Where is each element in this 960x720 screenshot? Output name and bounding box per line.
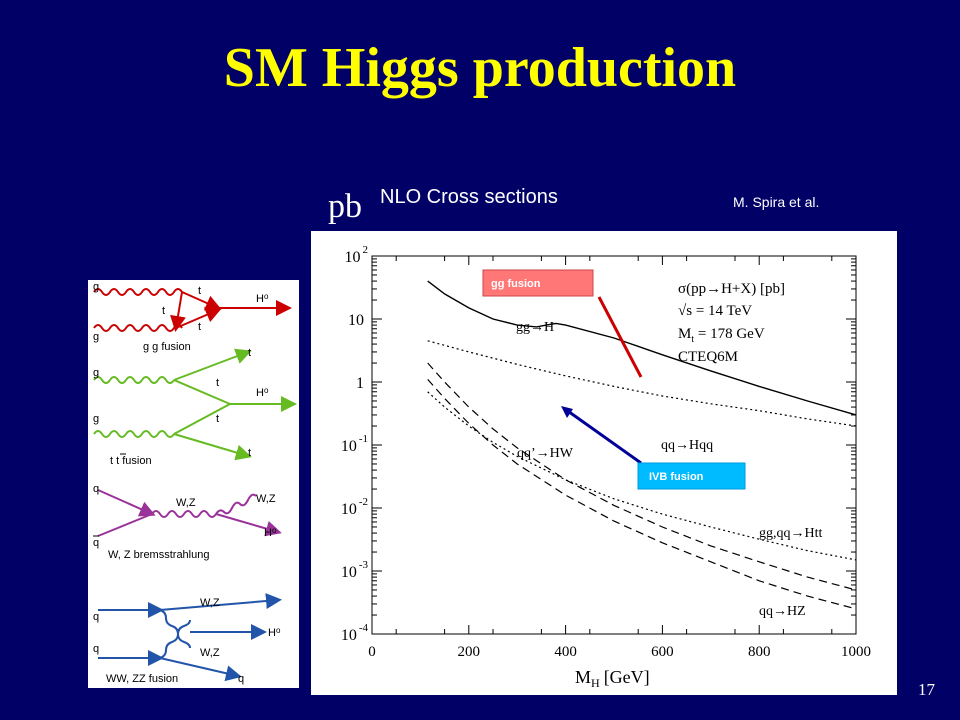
x-tick-label: 0 bbox=[368, 644, 376, 660]
ivb-fusion-arrowhead bbox=[561, 406, 573, 418]
svg-text:σ(pp→H+X) [pb]: σ(pp→H+X) [pb] bbox=[678, 281, 785, 297]
slide-title: SM Higgs production bbox=[223, 37, 737, 99]
diagram-brems-labels: q W,Z W,Z q Ho W, Z bremsstrahlung bbox=[93, 483, 277, 561]
svg-text:t: t bbox=[216, 413, 219, 425]
svg-text:g: g bbox=[93, 413, 99, 425]
svg-text:t: t bbox=[248, 347, 251, 359]
gg-fusion-caption: g g fusion bbox=[143, 341, 191, 353]
vbf-caption: WW, ZZ fusion bbox=[106, 673, 178, 685]
y-tick-labels: 10-4 10-3 10-2 10 -1 1 10 10 2 bbox=[341, 244, 369, 644]
svg-text:q: q bbox=[93, 483, 99, 495]
x-tick-label: 200 bbox=[458, 644, 481, 660]
svg-text:W,Z: W,Z bbox=[200, 647, 220, 659]
axis-ticks bbox=[371, 255, 857, 635]
y-tick-label: 10 2 bbox=[345, 244, 369, 266]
y-tick-label: 10 bbox=[348, 312, 364, 329]
diagram-gg-fusion bbox=[93, 288, 292, 332]
x-tick-label: 1000 bbox=[841, 644, 871, 660]
x-tick-labels: 0 200 400 600 800 1000 bbox=[368, 644, 871, 660]
series-line-2 bbox=[427, 362, 857, 591]
cross-section-plot-panel: 0 200 400 600 800 1000 10 -4 10 -3 10 -2 10 -1 1 10 10 2… bbox=[311, 231, 897, 695]
y-tick-label: 10 -3 bbox=[341, 559, 369, 581]
svg-text:g: g bbox=[93, 331, 99, 343]
ivb-fusion-callout-label: IVB fusion bbox=[649, 471, 704, 483]
svg-text:Ho: Ho bbox=[264, 526, 277, 539]
diagram-vbf bbox=[98, 593, 282, 682]
label-qq-hz: qq→HZ bbox=[759, 604, 806, 619]
diagram-ttbar-fusion bbox=[93, 348, 297, 461]
diagram-ttbar-labels: t g t Ho g t t t t fusion bbox=[93, 347, 269, 467]
gg-fusion-callout-label: gg fusion bbox=[491, 278, 541, 290]
ivb-fusion-callout bbox=[637, 462, 746, 490]
x-tick-label: 600 bbox=[651, 644, 674, 660]
svg-text:W,Z: W,Z bbox=[256, 493, 276, 505]
series-line-4 bbox=[427, 391, 857, 561]
svg-text:Mt = 178 GeV: Mt = 178 GeV bbox=[678, 326, 765, 345]
ttbar-fusion-caption: t t fusion bbox=[110, 455, 152, 467]
unit-label: pb bbox=[328, 188, 362, 225]
series-line-1 bbox=[427, 340, 857, 427]
info-box: σ(pp→H+X) [pb] √s = 14 TeV Mt = 178 GeV … bbox=[678, 281, 785, 365]
label-qq-hqq: qq→Hqq bbox=[661, 438, 713, 453]
series-line-3 bbox=[427, 379, 857, 610]
svg-text:t: t bbox=[248, 447, 251, 459]
plot-heading: NLO Cross sections bbox=[380, 186, 558, 208]
svg-text:t: t bbox=[198, 285, 201, 297]
y-tick-label: 10 -4 bbox=[341, 622, 369, 644]
svg-text:√s = 14 TeV: √s = 14 TeV bbox=[678, 303, 752, 319]
label-htt: gg,qq→Htt bbox=[759, 526, 823, 541]
y-tick-label: 10 -2 bbox=[341, 496, 368, 518]
gluon-line-top bbox=[93, 288, 183, 296]
page-number: 17 bbox=[918, 680, 935, 699]
svg-text:Ho: Ho bbox=[268, 626, 281, 639]
ivb-fusion-arrow bbox=[564, 407, 642, 465]
bremsstrahlung-caption: W, Z bremsstrahlung bbox=[108, 549, 209, 561]
svg-text:W,Z: W,Z bbox=[176, 497, 196, 509]
diagram-gg-labels: g g t t t Ho g g fusion bbox=[93, 281, 269, 353]
svg-text:Ho: Ho bbox=[256, 386, 269, 399]
y-tick-label: 1 bbox=[356, 375, 364, 392]
curves bbox=[427, 280, 857, 610]
svg-text:q: q bbox=[93, 537, 99, 549]
curve-labels: gg→H qq→Hqq qq’→HW gg,qq→Htt qq→HZ bbox=[516, 320, 823, 619]
label-qq-hw: qq’→HW bbox=[517, 446, 574, 461]
feynman-diagrams-panel: g g t t t Ho g g fusion t g t Ho g t t t bbox=[88, 280, 299, 688]
svg-text:CTEQ6M: CTEQ6M bbox=[678, 349, 738, 365]
x-tick-label: 800 bbox=[748, 644, 771, 660]
feynman-diagrams: g g t t t Ho g g fusion t g t Ho g t t t bbox=[93, 281, 297, 685]
cross-section-chart: 0 200 400 600 800 1000 10-4 10-3 10-2 10 -1 1 10 10 2… bbox=[341, 244, 871, 690]
diagram-vbf-labels: W,Z q Ho q W,Z q WW, ZZ fusion bbox=[93, 597, 281, 685]
gluon-line-bottom bbox=[93, 324, 183, 332]
x-tick-label: 400 bbox=[554, 644, 577, 660]
svg-text:g: g bbox=[93, 281, 99, 293]
x-axis-label: MH [GeV] bbox=[575, 667, 650, 690]
gg-fusion-arrow bbox=[597, 296, 643, 378]
svg-text:t: t bbox=[162, 305, 165, 317]
svg-text:t: t bbox=[216, 377, 219, 389]
svg-text:q: q bbox=[93, 643, 99, 655]
credit-label: M. Spira et al. bbox=[733, 194, 820, 210]
svg-text:q: q bbox=[238, 673, 244, 685]
svg-text:Ho: Ho bbox=[256, 292, 269, 305]
svg-text:W,Z: W,Z bbox=[200, 597, 220, 609]
svg-text:t: t bbox=[198, 321, 201, 333]
diagram-bremsstrahlung bbox=[97, 489, 282, 537]
y-tick-label: 10 -1 bbox=[341, 433, 368, 455]
label-gg-h: gg→H bbox=[516, 320, 554, 335]
gg-fusion-callout bbox=[482, 269, 594, 297]
svg-text:q: q bbox=[93, 611, 99, 623]
svg-text:g: g bbox=[93, 367, 99, 379]
series-line-0 bbox=[427, 280, 857, 416]
